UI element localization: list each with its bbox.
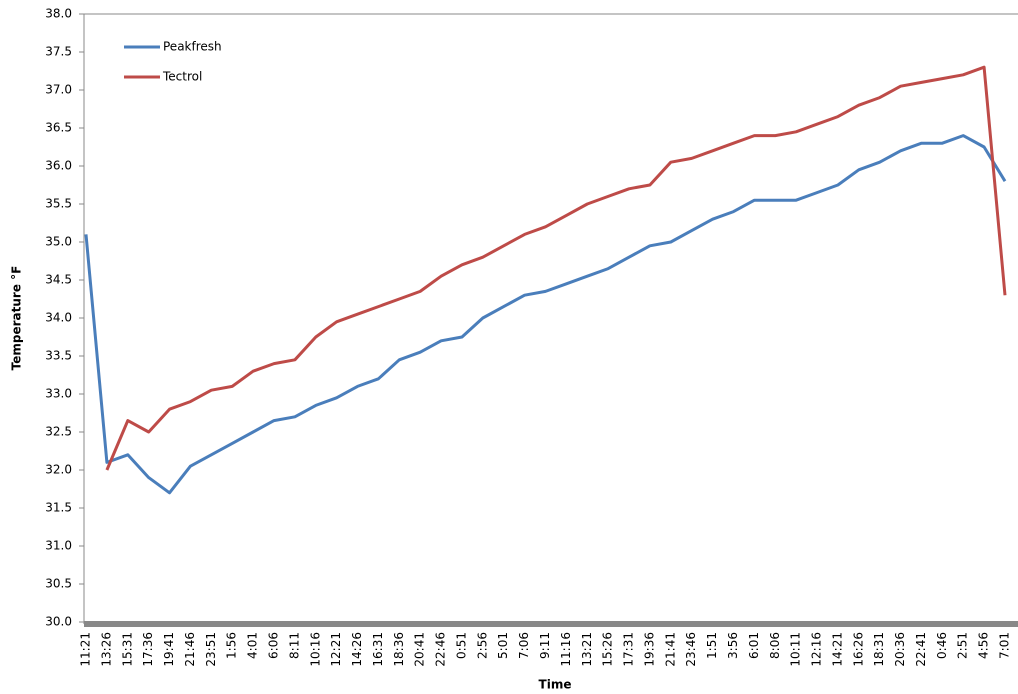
y-tick-label: 35.0 bbox=[45, 235, 72, 249]
x-tick-label: 14:26 bbox=[350, 632, 364, 667]
y-tick-label: 32.0 bbox=[45, 463, 72, 477]
x-tick-label: 15:26 bbox=[601, 632, 615, 667]
x-tick-label: 1:51 bbox=[705, 632, 719, 659]
y-tick-label: 34.0 bbox=[45, 311, 72, 325]
y-tick-label: 33.0 bbox=[45, 387, 72, 401]
x-tick-label: 17:31 bbox=[622, 632, 636, 667]
x-tick-label: 1:56 bbox=[225, 632, 239, 659]
y-tick-label: 33.5 bbox=[45, 349, 72, 363]
x-tick-label: 23:46 bbox=[684, 632, 698, 667]
x-tick-label: 2:51 bbox=[956, 632, 970, 659]
x-tick-label: 18:31 bbox=[872, 632, 886, 667]
x-tick-label: 13:21 bbox=[580, 632, 594, 667]
x-tick-label: 19:36 bbox=[642, 632, 656, 667]
y-axis-title: Temperature °F bbox=[10, 266, 24, 371]
x-tick-label: 0:46 bbox=[935, 632, 949, 659]
x-tick-label: 11:16 bbox=[559, 632, 573, 667]
x-tick-label: 16:26 bbox=[851, 632, 865, 667]
x-tick-label: 5:01 bbox=[496, 632, 510, 659]
x-tick-label: 16:31 bbox=[371, 632, 385, 667]
x-tick-label: 13:26 bbox=[99, 632, 113, 667]
x-tick-label: 6:01 bbox=[747, 632, 761, 659]
x-tick-label: 12:21 bbox=[329, 632, 343, 667]
y-tick-label: 30.0 bbox=[45, 615, 72, 629]
x-tick-label: 12:16 bbox=[810, 632, 824, 667]
x-tick-label: 8:06 bbox=[768, 632, 782, 659]
legend-label: Peakfresh bbox=[163, 40, 222, 54]
series-line bbox=[105, 65, 1007, 471]
x-tick-label: 19:41 bbox=[162, 632, 176, 667]
y-tick-label: 35.5 bbox=[45, 197, 72, 211]
x-tick-label: 4:56 bbox=[977, 632, 991, 659]
y-tick-label: 36.0 bbox=[45, 159, 72, 173]
x-tick-label: 10:16 bbox=[308, 632, 322, 667]
y-tick-label: 37.0 bbox=[45, 83, 72, 97]
y-tick-label: 36.5 bbox=[45, 121, 72, 135]
y-tick-label: 31.0 bbox=[45, 539, 72, 553]
legend-label: Tectrol bbox=[162, 70, 202, 84]
y-tick-label: 31.5 bbox=[45, 501, 72, 515]
x-tick-label: 22:41 bbox=[914, 632, 928, 667]
y-tick-label: 34.5 bbox=[45, 273, 72, 287]
x-tick-label: 11:21 bbox=[79, 632, 93, 667]
y-tick-label: 32.5 bbox=[45, 425, 72, 439]
x-tick-label: 22:46 bbox=[434, 632, 448, 667]
x-tick-label: 8:11 bbox=[287, 632, 301, 659]
x-tick-label: 7:06 bbox=[517, 632, 531, 659]
series-line bbox=[84, 134, 1007, 495]
x-tick-label: 14:21 bbox=[830, 632, 844, 667]
x-tick-label: 20:41 bbox=[413, 632, 427, 667]
x-tick-label: 18:36 bbox=[392, 632, 406, 667]
x-tick-label: 17:36 bbox=[141, 632, 155, 667]
y-tick-label: 37.5 bbox=[45, 45, 72, 59]
x-tick-label: 9:11 bbox=[538, 632, 552, 659]
x-tick-label: 4:01 bbox=[246, 632, 260, 659]
x-tick-label: 21:41 bbox=[663, 632, 677, 667]
x-tick-label: 15:31 bbox=[120, 632, 134, 667]
x-axis bbox=[84, 621, 1018, 627]
x-tick-label: 23:51 bbox=[204, 632, 218, 667]
x-tick-label: 6:06 bbox=[266, 632, 280, 659]
x-tick-label: 20:36 bbox=[893, 632, 907, 667]
x-tick-label: 2:56 bbox=[475, 632, 489, 659]
x-axis-title: Time bbox=[539, 678, 572, 692]
x-tick-label: 0:51 bbox=[454, 632, 468, 659]
x-tick-label: 10:11 bbox=[789, 632, 803, 667]
y-tick-label: 38.0 bbox=[45, 7, 72, 21]
x-tick-label: 3:56 bbox=[726, 632, 740, 659]
x-tick-label: 21:46 bbox=[183, 632, 197, 667]
x-tick-label: 7:01 bbox=[998, 632, 1012, 659]
y-tick-label: 30.5 bbox=[45, 577, 72, 591]
